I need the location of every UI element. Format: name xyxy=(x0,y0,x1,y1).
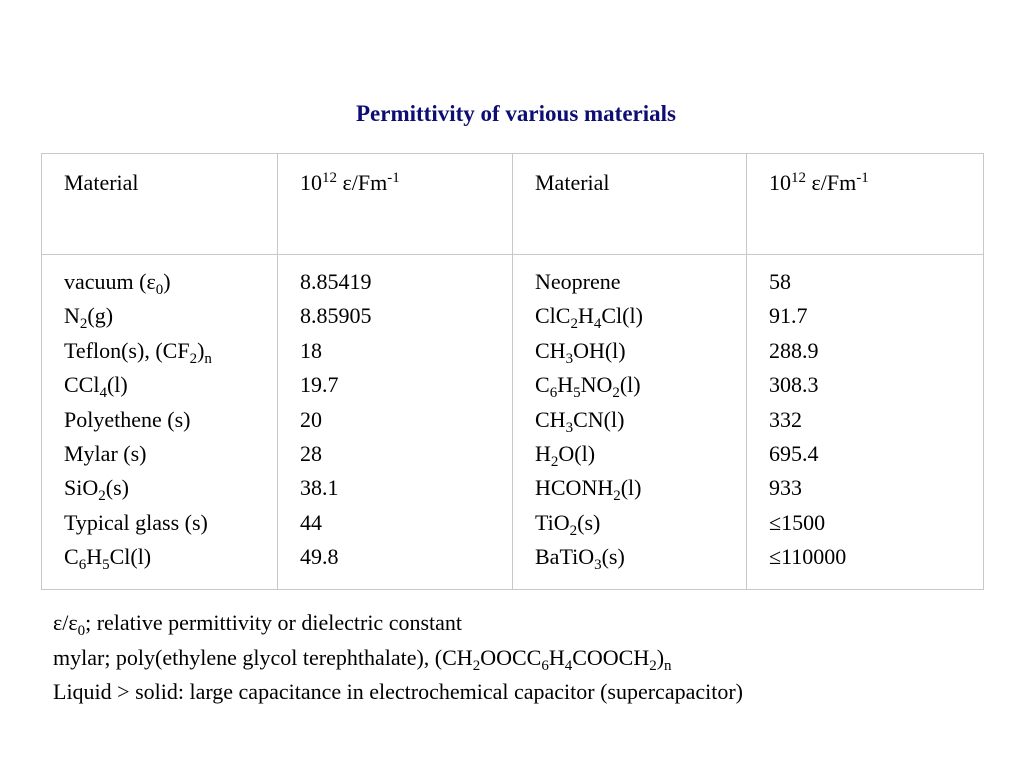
table-cell-entry: ≤110000 xyxy=(769,544,847,570)
table-cell-entry: 8.85905 xyxy=(300,303,372,329)
table-cell-entry: 8.85419 xyxy=(300,269,372,294)
table-cell-entry: N2(g) xyxy=(64,303,114,333)
table-cell-entry: SiO2(s) xyxy=(64,475,129,505)
table-cell-entry: 28 xyxy=(300,441,322,467)
table-cell-entry: CH3OH(l) xyxy=(535,337,626,367)
footnote-line: Liquid > solid: large capacitance in ele… xyxy=(53,679,743,704)
footnote-line: mylar; poly(ethylene glycol terephthalat… xyxy=(53,644,672,674)
table-cell-entry: ClC2H4Cl(l) xyxy=(535,303,643,333)
header-material-right: Material xyxy=(512,153,747,255)
table-body-row: vacuum (ε0) N2(g) Teflon(s), (CF2)n CCl4(l)… xyxy=(41,254,984,590)
table-cell-entry: C6H5Cl(l) xyxy=(64,544,152,574)
table-cell-entry: 44 xyxy=(300,509,322,535)
table-cell-entry: ≤1500 xyxy=(769,509,826,535)
table-cell-entry: Polyethene (s) xyxy=(64,406,191,432)
table-cell-entry: 933 xyxy=(769,475,802,501)
table-cell-entry: vacuum (ε0) xyxy=(64,269,171,298)
header-text: Material xyxy=(64,170,139,195)
header-text: Material xyxy=(535,170,610,195)
table-cell-entry: C6H5NO2(l) xyxy=(535,372,641,402)
footnote-line: ε/ε0; relative permittivity or dielectri… xyxy=(53,610,463,639)
table-cell-entry: 91.7 xyxy=(769,303,808,329)
slide-title: Permittivity of various materials xyxy=(356,101,676,126)
footnotes: ε/ε0; relative permittivity or dielectri… xyxy=(53,606,743,710)
table-cell-entry: TiO2(s) xyxy=(535,509,601,539)
table-cell-entry: 332 xyxy=(769,406,802,432)
header-permittivity-right: 1012 ε/Fm-1 xyxy=(746,153,984,255)
table-cell-entry: 49.8 xyxy=(300,544,339,570)
table-cell-entry: BaTiO3(s) xyxy=(535,544,625,574)
table-cell-entry: 308.3 xyxy=(769,372,819,398)
right-materials-column: Neoprene ClC2H4Cl(l) CH3OH(l) C6H5NO2(l) CH3… xyxy=(512,254,747,590)
table-cell-entry: 18 xyxy=(300,337,322,363)
table-header-row: Material 1012 ε/Fm-1 Material 1012 ε/Fm-… xyxy=(41,153,984,255)
header-permittivity-left: 1012 ε/Fm-1 xyxy=(277,153,513,255)
table-cell-entry: Typical glass (s) xyxy=(64,509,208,535)
table-cell-entry: HCONH2(l) xyxy=(535,475,642,505)
header-text: 1012 ε/Fm-1 xyxy=(769,170,869,195)
table-cell-entry: Mylar (s) xyxy=(64,441,147,467)
left-values-column: 8.85419 8.85905 18 19.7 20 28 38.1 44 49.8 xyxy=(277,254,513,590)
header-material-left: Material xyxy=(41,153,278,255)
right-values-column: 58 91.7 288.9 308.3 332 695.4 933 ≤1500 ≤110000 xyxy=(746,254,984,590)
table-cell-entry: Teflon(s), (CF2)n xyxy=(64,337,212,367)
table-cell-entry: CCl4(l) xyxy=(64,372,128,402)
left-materials-column: vacuum (ε0) N2(g) Teflon(s), (CF2)n CCl4(l)… xyxy=(41,254,278,590)
permittivity-table: Material 1012 ε/Fm-1 Material 1012 ε/Fm-… xyxy=(41,153,984,590)
header-text: 1012 ε/Fm-1 xyxy=(300,170,400,195)
table-cell-entry: 695.4 xyxy=(769,441,819,467)
table-cell-entry: Neoprene xyxy=(535,269,621,294)
table-cell-entry: 19.7 xyxy=(300,372,339,398)
table-cell-entry: 20 xyxy=(300,406,322,432)
table-cell-entry: 38.1 xyxy=(300,475,339,501)
table-cell-entry: H2O(l) xyxy=(535,441,596,471)
table-cell-entry: 288.9 xyxy=(769,337,819,363)
table-cell-entry: 58 xyxy=(769,269,791,294)
table-cell-entry: CH3CN(l) xyxy=(535,406,625,436)
